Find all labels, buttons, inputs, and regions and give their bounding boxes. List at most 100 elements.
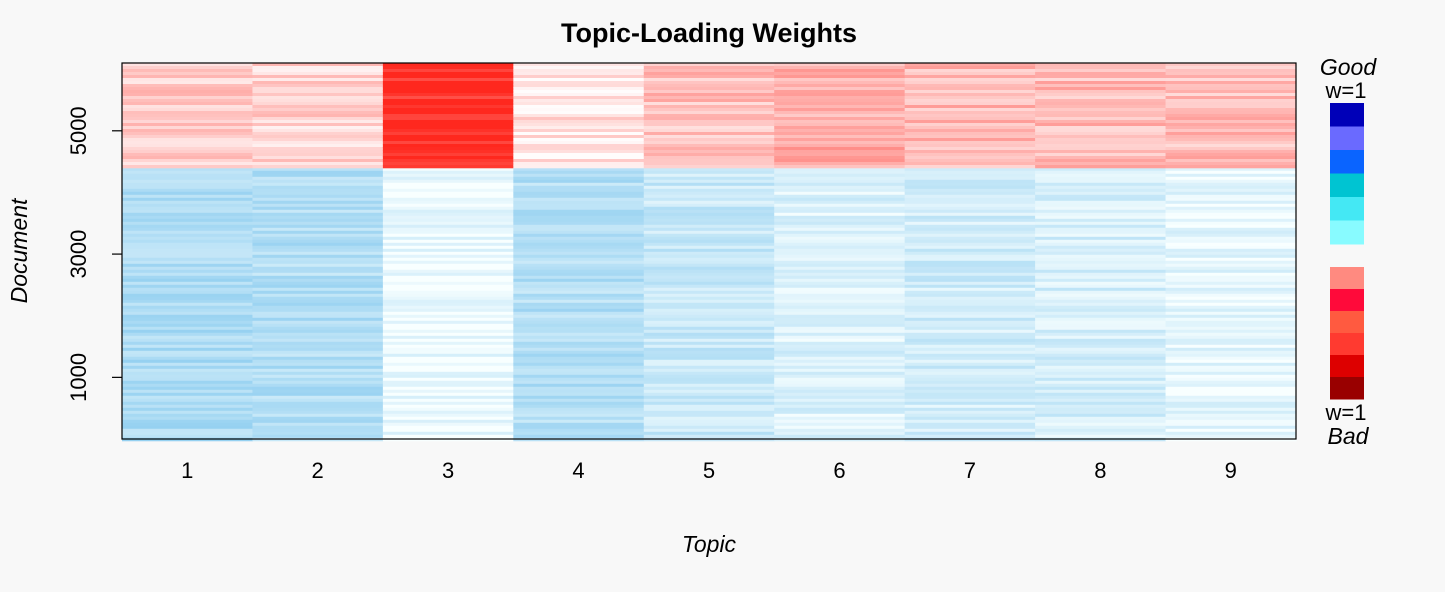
heatmap-cell (1165, 90, 1297, 94)
heatmap-cell (774, 371, 906, 376)
heatmap-cell (382, 323, 514, 328)
heatmap-cell (1165, 150, 1297, 154)
heatmap-cell (774, 63, 906, 67)
heatmap-cell (513, 353, 645, 358)
heatmap-cell (904, 147, 1036, 151)
heatmap-cell (513, 377, 645, 382)
heatmap-cell (904, 389, 1036, 394)
heatmap-cell (1165, 305, 1297, 310)
heatmap-cell (774, 162, 906, 166)
heatmap-cell (513, 245, 645, 250)
heatmap-cell (122, 272, 253, 277)
heatmap-cell (122, 69, 253, 73)
heatmap-cell (122, 159, 253, 163)
heatmap-cell (122, 284, 253, 289)
heatmap-cell (382, 389, 514, 394)
heatmap-cell (122, 422, 253, 427)
heatmap-cell (122, 380, 253, 385)
heatmap-cell (382, 314, 514, 319)
heatmap-cell (1165, 248, 1297, 253)
heatmap-cell (513, 401, 645, 406)
heatmap-cell (513, 194, 645, 199)
heatmap-cell (382, 182, 514, 187)
heatmap-cell (122, 236, 253, 241)
heatmap-cell (774, 173, 906, 178)
heatmap-cell (643, 260, 775, 265)
heatmap-cell (1035, 165, 1167, 169)
heatmap-cell (122, 239, 253, 244)
heatmap-cell (1035, 93, 1167, 97)
heatmap-cell (643, 254, 775, 259)
heatmap-cell (513, 335, 645, 340)
heatmap-cell (382, 428, 514, 433)
y-axis-ticks: 1000 3000 5000 (66, 106, 122, 402)
heatmap-cell (1035, 156, 1167, 160)
heatmap-cell (774, 320, 906, 325)
heatmap-cell (382, 188, 514, 193)
heatmap-cell (774, 257, 906, 262)
heatmap-cell (1165, 72, 1297, 76)
heatmap-cell (904, 380, 1036, 385)
heatmap-cell (513, 410, 645, 415)
x-tick-label: 1 (181, 458, 193, 483)
heatmap-cell (774, 230, 906, 235)
legend-swatch (1330, 333, 1364, 356)
heatmap-cell (1035, 227, 1167, 232)
heatmap-cell (382, 257, 514, 262)
heatmap-cell (122, 413, 253, 418)
heatmap-cell (382, 72, 514, 76)
heatmap-cell (904, 257, 1036, 262)
heatmap-cell (904, 311, 1036, 316)
heatmap-cell (122, 434, 253, 439)
heatmap-cell (643, 245, 775, 250)
heatmap-cell (904, 326, 1036, 331)
heatmap-cell (122, 329, 253, 334)
heatmap-cell (1165, 230, 1297, 235)
heatmap-cell (1035, 123, 1167, 127)
heatmap-cell (643, 434, 775, 439)
heatmap-cell (1035, 377, 1167, 382)
heatmap-cell (513, 75, 645, 79)
heatmap-cell (122, 248, 253, 253)
heatmap-cell (904, 320, 1036, 325)
heatmap-cell (774, 407, 906, 412)
heatmap-cell (382, 290, 514, 295)
heatmap-cell (904, 105, 1036, 109)
heatmap-cell (513, 167, 645, 172)
heatmap-cell (1035, 308, 1167, 313)
heatmap-cell (513, 281, 645, 286)
heatmap-cell (382, 272, 514, 277)
heatmap-cell (774, 123, 906, 127)
heatmap-cell (643, 182, 775, 187)
heatmap-cell (904, 251, 1036, 256)
heatmap-cell (774, 126, 906, 130)
heatmap-cell (1035, 162, 1167, 166)
heatmap-cell (513, 347, 645, 352)
heatmap-cell (1165, 153, 1297, 157)
heatmap-cell (1165, 66, 1297, 70)
heatmap-cell (1165, 200, 1297, 205)
heatmap-cell (1035, 215, 1167, 220)
heatmap-cell (122, 138, 253, 142)
heatmap-cell (252, 96, 384, 100)
heatmap-cell (382, 317, 514, 322)
heatmap-cell (122, 317, 253, 322)
heatmap-cell (643, 200, 775, 205)
heatmap-cell (643, 362, 775, 367)
heatmap-cell (252, 278, 384, 283)
heatmap-cell (513, 269, 645, 274)
heatmap-cell (122, 431, 253, 436)
heatmap-cell (122, 404, 253, 409)
heatmap-cell (513, 87, 645, 91)
heatmap-cell (1035, 90, 1167, 94)
heatmap-cell (122, 188, 253, 193)
heatmap-cell (1165, 165, 1297, 169)
heatmap-cell (774, 329, 906, 334)
heatmap-cell (382, 242, 514, 247)
heatmap-cell (513, 111, 645, 115)
heatmap-cell (382, 374, 514, 379)
heatmap-cell (1035, 419, 1167, 424)
heatmap-cell (382, 353, 514, 358)
heatmap-cell (774, 314, 906, 319)
heatmap-cell (774, 365, 906, 370)
